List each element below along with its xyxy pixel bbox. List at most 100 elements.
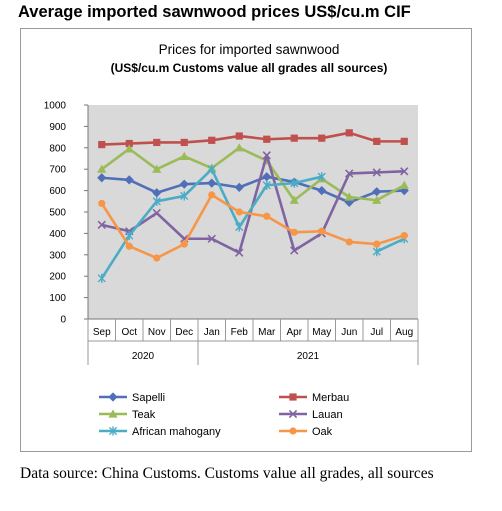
- series-line-teak: [100, 146, 405, 202]
- data-point-lauan-stroke: [207, 234, 216, 243]
- data-point-lauan: [400, 167, 409, 176]
- data-point-lauan: [207, 234, 216, 243]
- data-point-african-mahogany: [317, 172, 326, 182]
- series-african-mahogany: [97, 164, 409, 283]
- y-tick-label: 200: [49, 272, 66, 283]
- year-label: 2021: [297, 351, 320, 362]
- data-point-teak: [289, 195, 299, 204]
- plot-area: 0 100 200 300 400 500 600 700 800 900 1000 Sep Oct No…: [44, 101, 419, 365]
- legend: Sapelli Merbau Teak Lauan African mahogany Oa…: [99, 392, 349, 438]
- data-point-lauan-stroke: [400, 167, 409, 176]
- data-point-teak: [124, 144, 134, 153]
- legend-swatch-marker: [108, 392, 118, 402]
- data-point-lauan: [290, 246, 299, 255]
- data-point-oak: [153, 254, 161, 262]
- x-tick-label: Oct: [121, 327, 137, 338]
- y-tick-label: 500: [49, 208, 66, 219]
- data-point-merbau: [208, 136, 216, 144]
- y-tick-label: 1000: [44, 101, 67, 112]
- data-point-sapelli: [262, 172, 272, 182]
- data-point-teak: [97, 164, 107, 173]
- data-point-oak: [373, 240, 381, 248]
- data-point-teak: [234, 143, 244, 152]
- data-point-lauan: [345, 169, 354, 178]
- legend-label-merbau: Merbau: [312, 392, 349, 404]
- data-point-oak: [125, 242, 133, 250]
- legend-swatch-marker: [108, 426, 118, 436]
- data-point-teak: [399, 180, 409, 189]
- x-tick-label: May: [312, 327, 331, 338]
- data-point-lauan-stroke: [262, 151, 271, 160]
- x-tick-label: Sep: [93, 327, 111, 338]
- chart-title: Prices for imported sawnwood: [159, 42, 340, 57]
- series-line-african-mahogany: [376, 237, 405, 253]
- data-point-african-mahogany: [152, 196, 161, 206]
- series-line-sapelli: [101, 175, 405, 204]
- legend-swatch-marker: [288, 409, 298, 419]
- y-tick-label: 600: [49, 186, 66, 197]
- series-line-oak: [100, 193, 405, 260]
- data-point-lauan-stroke: [345, 169, 354, 178]
- data-point-african-mahogany: [207, 164, 216, 174]
- data-point-lauan-stroke: [97, 220, 106, 230]
- y-tick-label: 300: [49, 250, 66, 261]
- x-tick-label: Jan: [204, 327, 220, 338]
- data-point-teak: [152, 164, 162, 173]
- chart-frame: Prices for imported sawnwood (US$/cu.m C…: [20, 28, 472, 452]
- data-point-oak: [208, 191, 216, 199]
- data-point-sapelli: [234, 182, 244, 192]
- legend-swatch-marker: [108, 409, 118, 418]
- x-tick-label: Apr: [286, 327, 302, 338]
- plot-background: [88, 105, 418, 319]
- data-point-african-mahogany: [180, 191, 189, 201]
- data-point-lauan: [262, 151, 271, 160]
- data-point-merbau: [153, 138, 161, 147]
- data-point-sapelli: [317, 186, 327, 196]
- legend-item-merbau: Merbau: [279, 392, 349, 404]
- data-point-african-mahogany: [125, 230, 134, 241]
- data-point-merbau: [400, 137, 408, 145]
- y-tick-label: 400: [49, 229, 66, 240]
- data-point-merbau: [98, 140, 106, 149]
- data-point-merbau: [180, 138, 188, 147]
- data-point-merbau: [290, 134, 298, 142]
- data-point-sapelli: [124, 175, 134, 185]
- y-tick-label: 800: [49, 143, 66, 154]
- x-tick-label: Jun: [341, 327, 357, 338]
- legend-item-lauan: Lauan: [279, 409, 343, 421]
- data-point-merbau: [125, 139, 133, 148]
- data-point-sapelli: [179, 179, 189, 189]
- data-point-teak: [372, 195, 382, 204]
- x-tick-label: Jul: [370, 327, 383, 338]
- x-tick-label: Aug: [395, 327, 413, 338]
- series-oak: [98, 191, 408, 262]
- legend-item-oak: Oak: [279, 426, 333, 438]
- data-point-oak: [263, 212, 271, 220]
- data-point-oak: [180, 240, 188, 248]
- data-point-merbau: [373, 137, 381, 145]
- data-point-sapelli: [97, 173, 107, 183]
- y-tick-label: 900: [49, 122, 66, 133]
- y-tick-label: 700: [49, 165, 66, 176]
- data-point-oak: [345, 238, 353, 246]
- y-tick-label: 0: [60, 315, 66, 326]
- data-point-sapelli: [152, 188, 162, 198]
- series-merbau: [98, 129, 408, 149]
- data-point-lauan: [372, 168, 381, 177]
- page-heading: Average imported sawnwood prices US$/cu.…: [18, 3, 411, 21]
- legend-item-teak: Teak: [99, 409, 156, 421]
- data-point-sapelli: [207, 178, 217, 188]
- data-point-lauan-stroke: [235, 248, 244, 257]
- data-point-oak: [98, 199, 106, 208]
- year-label: 2020: [132, 351, 155, 362]
- x-tick-label: Feb: [231, 327, 249, 338]
- data-point-oak: [318, 227, 326, 235]
- data-point-merbau: [345, 129, 353, 137]
- legend-item-african-mahogany: African mahogany: [99, 426, 221, 438]
- data-point-teak: [344, 192, 354, 201]
- data-point-oak: [400, 231, 408, 240]
- data-point-lauan-stroke: [372, 168, 381, 177]
- x-tick-label: Dec: [175, 327, 193, 338]
- legend-swatch-marker: [289, 393, 297, 401]
- data-point-african-mahogany: [372, 246, 381, 257]
